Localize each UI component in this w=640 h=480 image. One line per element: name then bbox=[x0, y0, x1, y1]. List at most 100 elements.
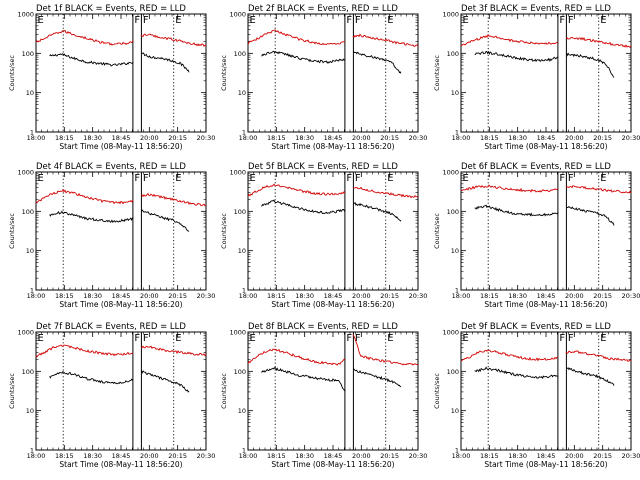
events-series-line bbox=[261, 366, 346, 392]
events-series-line bbox=[565, 52, 615, 78]
lld-series-line bbox=[565, 36, 632, 48]
x-axis-label: Start Time (08-May-11 18:56:20) bbox=[271, 300, 394, 309]
x-tick-label: 18:00 bbox=[452, 452, 471, 460]
plot-frame bbox=[247, 331, 419, 451]
y-axis-label: Counts/sec bbox=[433, 213, 441, 249]
marker-label: E bbox=[387, 173, 393, 184]
x-tick-label: 18:15 bbox=[55, 292, 74, 300]
marker-label: F bbox=[568, 333, 574, 344]
x-tick-label: 18:00 bbox=[239, 292, 258, 300]
events-series-line bbox=[566, 367, 615, 386]
x-tick-label: 18:00 bbox=[27, 134, 46, 142]
x-tick-label: 18:00 bbox=[239, 452, 258, 460]
y-tick-label: 1000 bbox=[442, 169, 459, 177]
lld-series-line bbox=[461, 184, 559, 193]
chart-panel: Det 9f BLACK = Events, RED = LLD 1 10 100 10… bbox=[433, 322, 640, 469]
marker-label: E bbox=[175, 333, 181, 344]
marker-label: F bbox=[143, 15, 149, 26]
y-tick-label: 10 bbox=[26, 247, 34, 255]
marker-label: E bbox=[600, 15, 606, 26]
marker-label: E bbox=[600, 173, 606, 184]
x-tick-label: 18:15 bbox=[267, 452, 286, 460]
lld-series-line bbox=[35, 344, 134, 358]
marker-label: F bbox=[559, 333, 565, 344]
lld-series-line bbox=[352, 186, 419, 199]
x-tick-label: 20:30 bbox=[197, 292, 216, 300]
marker-label: E bbox=[250, 173, 256, 184]
y-axis-label: Counts/sec bbox=[433, 55, 441, 91]
y-axis-label: Counts/sec bbox=[8, 213, 16, 249]
x-tick-label: 20:00 bbox=[565, 292, 584, 300]
x-tick-label: 20:00 bbox=[352, 134, 371, 142]
lld-series-line bbox=[35, 189, 134, 205]
x-tick-label: 18:15 bbox=[480, 452, 499, 460]
chart-panel: Det 6f BLACK = Events, RED = LLD 1 10 100 10… bbox=[433, 162, 640, 309]
x-tick-label: 18:45 bbox=[112, 292, 131, 300]
lld-series-line bbox=[352, 334, 419, 366]
chart-panel: Det 7f BLACK = Events, RED = LLD 1 10 100 10… bbox=[8, 322, 215, 469]
x-axis-label: Start Time (08-May-11 18:56:20) bbox=[59, 300, 182, 309]
x-tick-label: 20:30 bbox=[197, 134, 216, 142]
x-tick-label: 18:15 bbox=[480, 134, 499, 142]
marker-label: E bbox=[175, 173, 181, 184]
x-tick-label: 18:30 bbox=[83, 452, 102, 460]
marker-label: E bbox=[175, 15, 181, 26]
y-tick-label: 1 bbox=[455, 447, 459, 455]
y-tick-label: 10 bbox=[26, 407, 34, 415]
y-tick-label: 1 bbox=[242, 287, 246, 295]
y-tick-label: 100 bbox=[447, 208, 459, 216]
plot-frame bbox=[35, 171, 207, 291]
chart-title: Det 6f BLACK = Events, RED = LLD bbox=[461, 162, 611, 172]
chart-title: Det 4f BLACK = Events, RED = LLD bbox=[36, 162, 186, 172]
events-series-line bbox=[474, 366, 559, 380]
events-series-line bbox=[49, 371, 134, 385]
plot-frame bbox=[35, 331, 207, 451]
y-tick-label: 1000 bbox=[442, 329, 459, 337]
chart-title: Det 9f BLACK = Events, RED = LLD bbox=[461, 322, 611, 332]
x-tick-label: 18:00 bbox=[452, 134, 471, 142]
events-series-line bbox=[261, 50, 346, 64]
x-tick-label: 20:30 bbox=[622, 452, 640, 460]
x-tick-label: 18:00 bbox=[27, 452, 46, 460]
chart-title: Det 5f BLACK = Events, RED = LLD bbox=[248, 162, 398, 172]
x-tick-label: 18:45 bbox=[112, 452, 131, 460]
lld-series-line bbox=[352, 33, 419, 47]
x-tick-label: 18:45 bbox=[537, 292, 556, 300]
y-axis-label: Counts/sec bbox=[220, 55, 228, 91]
plot-frame bbox=[460, 331, 632, 451]
x-tick-label: 18:30 bbox=[295, 292, 314, 300]
y-tick-label: 10 bbox=[451, 407, 459, 415]
x-tick-label: 18:15 bbox=[267, 134, 286, 142]
x-tick-label: 20:15 bbox=[593, 134, 612, 142]
events-series-line bbox=[140, 370, 190, 393]
y-tick-label: 10 bbox=[451, 247, 459, 255]
y-tick-label: 1000 bbox=[229, 11, 246, 19]
y-axis-label: Counts/sec bbox=[8, 55, 16, 91]
marker-label: F bbox=[346, 15, 352, 26]
lld-series-line bbox=[247, 348, 346, 366]
chart-panel: Det 3f BLACK = Events, RED = LLD 1 10 100 10… bbox=[433, 4, 640, 151]
x-tick-label: 18:30 bbox=[508, 452, 527, 460]
lld-series-line bbox=[460, 349, 559, 362]
y-tick-label: 1 bbox=[30, 287, 34, 295]
x-tick-label: 20:00 bbox=[140, 292, 159, 300]
marker-label: F bbox=[559, 173, 565, 184]
lld-series-line bbox=[35, 29, 134, 46]
x-tick-label: 20:15 bbox=[593, 292, 612, 300]
y-axis-label: Counts/sec bbox=[8, 373, 16, 409]
x-tick-label: 18:30 bbox=[83, 292, 102, 300]
marker-label: F bbox=[346, 173, 352, 184]
x-tick-label: 20:00 bbox=[352, 452, 371, 460]
y-tick-label: 10 bbox=[26, 89, 34, 97]
x-tick-label: 18:45 bbox=[324, 134, 343, 142]
marker-label: E bbox=[38, 333, 44, 344]
y-tick-label: 10 bbox=[238, 407, 246, 415]
marker-label: F bbox=[568, 15, 574, 26]
marker-label: F bbox=[355, 15, 361, 26]
lld-series-line bbox=[140, 192, 207, 207]
y-tick-label: 1000 bbox=[229, 329, 246, 337]
marker-label: F bbox=[134, 333, 140, 344]
marker-label: E bbox=[387, 15, 393, 26]
plot-frame bbox=[247, 13, 419, 133]
x-tick-label: 20:15 bbox=[380, 134, 399, 142]
